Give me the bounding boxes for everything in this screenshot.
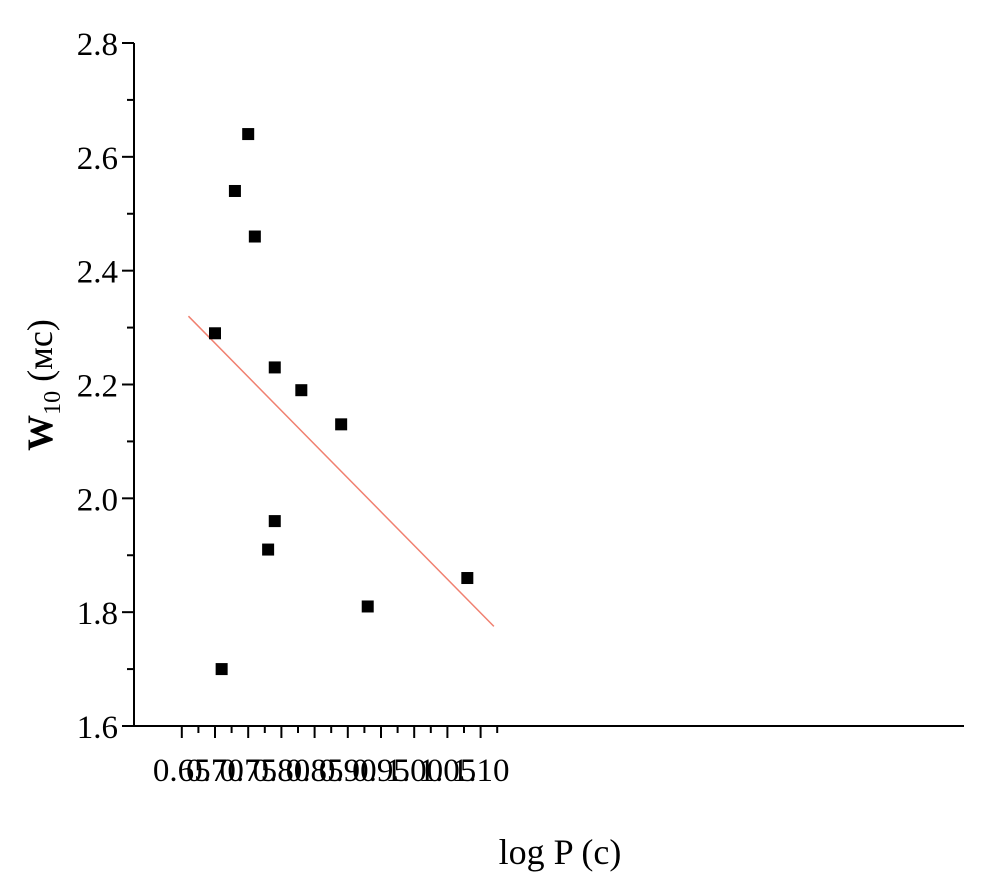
data-point	[295, 384, 308, 397]
data-point	[335, 418, 348, 431]
x-tick-label: 1.00	[385, 753, 443, 789]
x-tick-label: 0.75	[219, 753, 277, 789]
y-axis-title-sub: 10	[40, 391, 66, 415]
data-point	[215, 663, 228, 676]
x-axis-title: log P (c)	[499, 832, 622, 872]
y-tick-label: 2.0	[77, 482, 118, 518]
data-point	[268, 361, 281, 374]
data-point	[248, 230, 261, 243]
x-tick-label: 0.80	[253, 753, 311, 789]
plot-axes	[133, 43, 964, 727]
x-tick-label: 0.95	[352, 753, 410, 789]
y-ticks: 1.6 1.8 2.0 2.2 2.4 2.6 2.8	[77, 27, 134, 746]
y-tick-label: 2.2	[77, 369, 118, 405]
data-point	[461, 572, 474, 585]
y-tick-label: 1.8	[77, 596, 118, 632]
data-points	[209, 128, 474, 676]
x-tick-label: 0.70	[186, 753, 244, 789]
y-tick-label: 2.6	[77, 141, 118, 177]
linear-fit-line	[187, 315, 495, 627]
fit-line-group	[187, 315, 495, 627]
x-tick-label: 0.90	[319, 753, 377, 789]
data-point	[361, 600, 374, 613]
x-tick-label: 1.05	[419, 753, 477, 789]
data-point	[228, 184, 241, 197]
y-tick-label: 2.4	[77, 255, 118, 291]
x-ticks: 0.650.700.750.800.850.900.951.001.051.10	[153, 726, 510, 789]
data-point	[242, 128, 255, 141]
x-tick-label: 0.65	[153, 753, 211, 789]
data-point	[268, 515, 281, 528]
x-tick-label: 1.10	[452, 753, 510, 789]
data-point	[209, 327, 221, 340]
y-axis-title-unit: (мс)	[20, 319, 60, 391]
y-tick-label: 2.8	[77, 27, 118, 63]
x-tick-label: 0.85	[286, 753, 344, 789]
y-tick-label: 1.6	[77, 710, 118, 746]
y-axis-title-main: W	[20, 415, 60, 451]
data-point	[262, 543, 275, 556]
y-axis-title: W10 (мс)	[20, 319, 66, 451]
y-axis-title-group: W10 (мс)	[20, 319, 66, 451]
